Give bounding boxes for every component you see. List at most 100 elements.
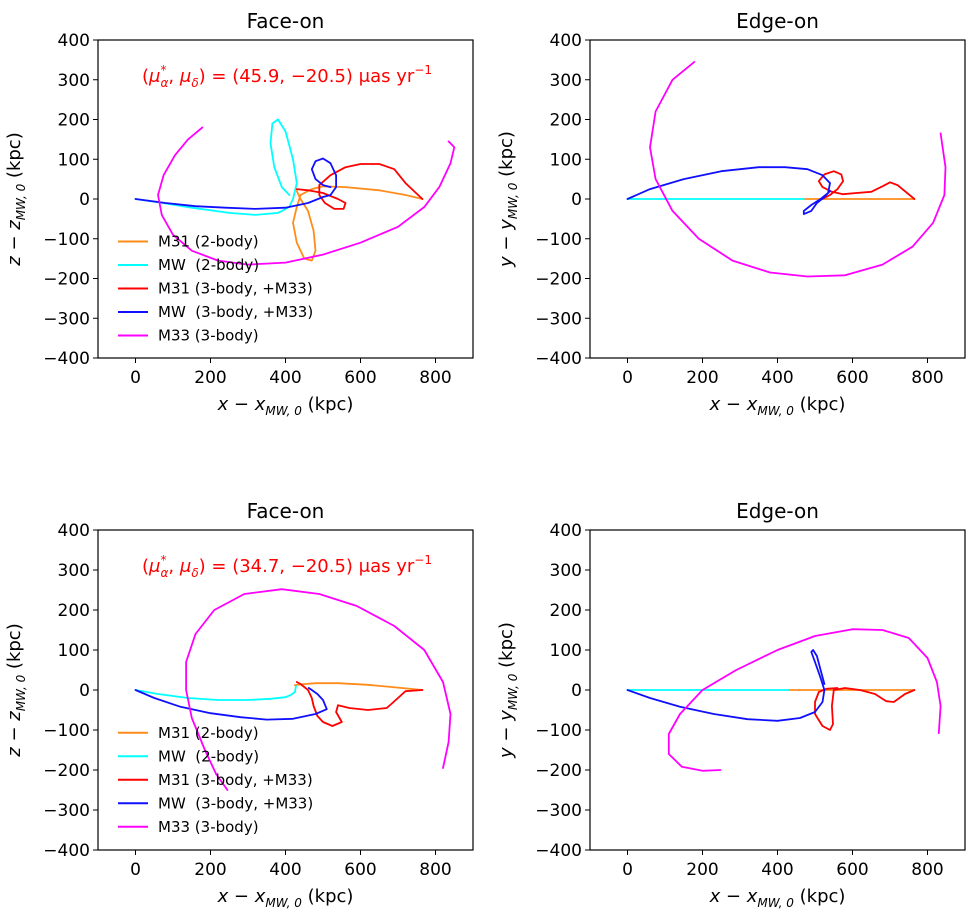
y-tick-label: 200: [58, 601, 90, 621]
legend-label: M31 (3-body, +M33): [158, 771, 313, 789]
y-tick-label: 300: [550, 71, 582, 91]
series-line-mw-3-body-m33-: [134, 687, 328, 721]
y-tick-label: 100: [58, 641, 90, 661]
x-tick-label: 800: [911, 368, 943, 388]
y-tick-label: −200: [535, 270, 582, 290]
y-tick-label: −400: [535, 349, 582, 369]
legend-label: M31 (2-body): [158, 724, 259, 742]
x-tick-label: 200: [686, 368, 718, 388]
series-line-mw-3-body-m33-: [134, 157, 338, 210]
series-line-mw-3-body-m33-: [626, 166, 831, 216]
y-tick-label: 0: [571, 681, 582, 701]
series-line-m31-3-body-m33-: [295, 163, 424, 210]
y-tick-label: −200: [535, 761, 582, 781]
series-line-m31-2-body-: [292, 185, 424, 262]
x-tick-label: 200: [686, 860, 718, 880]
y-tick-label: −100: [535, 230, 582, 250]
series-line-m31-3-body-m33-: [814, 687, 916, 731]
x-tick-label: 600: [344, 860, 376, 880]
x-axis-label: x − xMW, 0 (kpc): [217, 394, 354, 418]
x-tick-label: 400: [761, 860, 793, 880]
y-tick-label: −200: [43, 761, 90, 781]
series-group: [134, 118, 456, 266]
series-line-m33-3-body-: [157, 126, 456, 266]
y-tick-label: 200: [550, 601, 582, 621]
x-tick-label: 800: [419, 368, 451, 388]
series-line-mw-2-body-: [134, 685, 297, 701]
x-tick-label: 200: [194, 860, 226, 880]
x-tick-label: 0: [130, 368, 141, 388]
panel-3: 0 200 400 600 800 −400 −300 −200 −100 0 100 200 300 4…: [4, 499, 474, 910]
proper-motion-annotation: (μ* α, μδ) = (34.7, −20.5) μas yr−1: [142, 553, 432, 580]
y-tick-label: −300: [43, 309, 90, 329]
x-tick-label: 0: [130, 860, 141, 880]
y-tick-label: 0: [571, 190, 582, 210]
x-tick-label: 0: [622, 860, 633, 880]
y-tick-label: 200: [550, 111, 582, 131]
x-tick-label: 0: [622, 368, 633, 388]
series-line-m31-3-body-m33-: [295, 681, 424, 727]
panel-title: Edge-on: [736, 499, 819, 523]
legend-label: M31 (2-body): [158, 233, 259, 251]
x-tick-label: 600: [344, 368, 376, 388]
y-tick-label: 100: [550, 641, 582, 661]
y-tick-label: 300: [58, 561, 90, 581]
y-tick-label: 400: [58, 521, 90, 541]
y-tick-label: −100: [43, 230, 90, 250]
panel-1: 0 200 400 600 800 −400 −300 −200 −100 0 100 200 300 4…: [4, 9, 474, 418]
y-axis-label: z − zMW, 0 (kpc): [4, 132, 28, 266]
y-axis-label: z − zMW, 0 (kpc): [4, 623, 28, 757]
y-tick-label: −400: [535, 841, 582, 861]
series-group: [626, 61, 947, 278]
series-line-m33-3-body-: [649, 61, 947, 278]
legend-label: MW (3-body, +M33): [158, 303, 313, 321]
y-tick-label: −100: [43, 721, 90, 741]
y-axis-label: y − yMW, 0 (kpc): [496, 622, 520, 759]
y-tick-label: 400: [58, 31, 90, 51]
y-tick-label: −300: [535, 801, 582, 821]
series-line-m33-3-body-: [185, 588, 452, 791]
panel-title: Edge-on: [736, 9, 819, 33]
y-tick-label: −100: [535, 721, 582, 741]
series-line-mw-3-body-m33-: [626, 649, 826, 722]
x-axis-label: x − xMW, 0 (kpc): [217, 886, 354, 910]
y-tick-label: −400: [43, 841, 90, 861]
y-tick-label: 200: [58, 111, 90, 131]
legend-label: MW (2-body): [158, 747, 259, 765]
series-line-m31-3-body-m33-: [817, 170, 916, 200]
legend-label: MW (2-body): [158, 256, 259, 274]
x-tick-label: 400: [761, 368, 793, 388]
y-tick-label: 0: [79, 681, 90, 701]
proper-motion-annotation: (μ* α, μδ) = (45.9, −20.5) μas yr−1: [142, 63, 432, 90]
y-tick-label: −300: [43, 801, 90, 821]
x-axis-label: x − xMW, 0 (kpc): [709, 394, 846, 418]
y-tick-label: 0: [79, 190, 90, 210]
x-axis-label: x − xMW, 0 (kpc): [709, 886, 846, 910]
panel-title: Face-on: [247, 9, 325, 33]
x-tick-label: 400: [269, 860, 301, 880]
x-tick-label: 600: [836, 368, 868, 388]
y-tick-label: 100: [550, 150, 582, 170]
legend-label: M33 (3-body): [158, 818, 259, 836]
x-tick-label: 600: [836, 860, 868, 880]
y-tick-label: 300: [550, 561, 582, 581]
legend-label: MW (3-body, +M33): [158, 794, 313, 812]
x-tick-label: 800: [911, 860, 943, 880]
y-tick-label: −400: [43, 349, 90, 369]
y-tick-label: 100: [58, 150, 90, 170]
legend: M31 (2-body) MW (2-body) M31 (3-body, +M33…: [118, 724, 313, 836]
legend-label: M31 (3-body, +M33): [158, 280, 313, 298]
panel-title: Face-on: [247, 499, 325, 523]
series-group: [134, 588, 452, 791]
legend-label: M33 (3-body): [158, 327, 259, 345]
series-group: [626, 628, 942, 772]
y-tick-label: 300: [58, 71, 90, 91]
y-tick-label: 400: [550, 521, 582, 541]
legend: M31 (2-body) MW (2-body) M31 (3-body, +M33…: [118, 233, 313, 345]
x-tick-label: 800: [419, 860, 451, 880]
x-tick-label: 200: [194, 368, 226, 388]
panel-4: 0 200 400 600 800 −400 −300 −200 −100 0 100 200 300 4…: [496, 499, 966, 910]
series-line-mw-2-body-: [134, 118, 298, 216]
y-axis-label: y − yMW, 0 (kpc): [496, 131, 520, 268]
